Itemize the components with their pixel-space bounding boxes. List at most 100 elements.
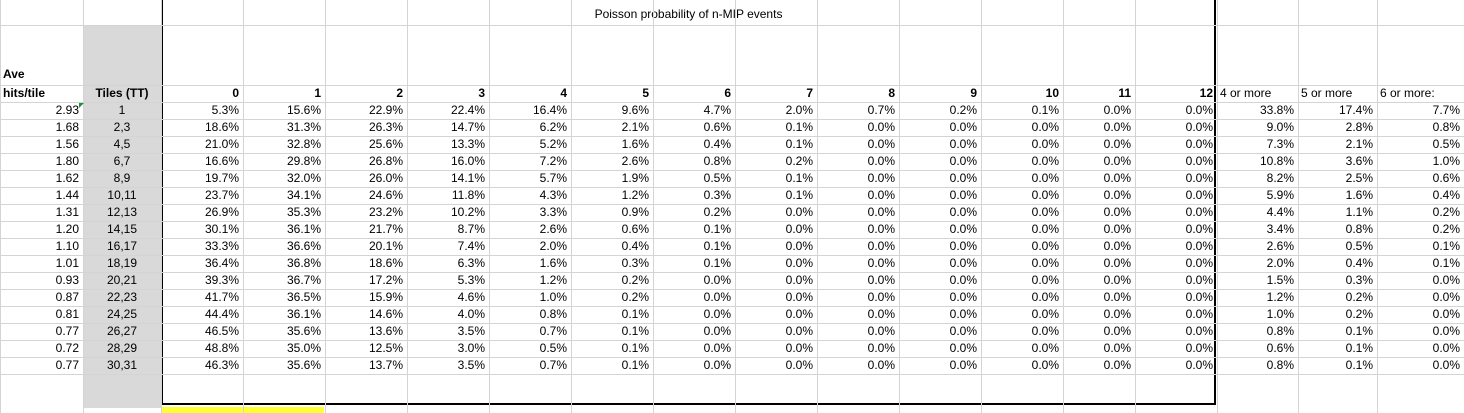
probability-cell[interactable]: 0.0% <box>1031 290 1059 304</box>
column-header-9[interactable]: 9 <box>970 86 977 100</box>
probability-cell[interactable]: 0.0% <box>1031 205 1059 219</box>
probability-cell[interactable]: 0.0% <box>1031 171 1059 185</box>
probability-cell[interactable]: 0.0% <box>1185 120 1213 134</box>
probability-cell[interactable]: 0.0% <box>949 290 977 304</box>
probability-cell[interactable]: 15.9% <box>368 290 403 304</box>
probability-cell[interactable]: 35.0% <box>286 341 321 355</box>
probability-cell[interactable]: 0.3% <box>703 188 731 202</box>
probability-cell[interactable]: 0.0% <box>867 256 895 270</box>
tiles-cell[interactable]: 30,31 <box>106 358 138 372</box>
probability-cell[interactable]: 0.2% <box>621 290 649 304</box>
probability-cell[interactable]: 22.9% <box>368 103 403 117</box>
probability-cell[interactable]: 0.5% <box>703 171 731 185</box>
probability-cell[interactable]: 13.3% <box>450 137 485 151</box>
probability-cell[interactable]: 0.0% <box>949 137 977 151</box>
probability-cell[interactable]: 0.1% <box>785 171 813 185</box>
probability-cell[interactable]: 0.0% <box>1103 154 1131 168</box>
probability-cell[interactable]: 0.4% <box>703 137 731 151</box>
probability-cell[interactable]: 18.6% <box>368 256 403 270</box>
probability-cell[interactable]: 0.1% <box>621 324 649 338</box>
probability-cell[interactable]: 0.1% <box>703 256 731 270</box>
probability-cell[interactable]: 0.0% <box>1185 256 1213 270</box>
probability-cell[interactable]: 0.0% <box>1031 188 1059 202</box>
probability-cell[interactable]: 0.0% <box>1185 188 1213 202</box>
probability-cell[interactable]: 3.5% <box>457 324 485 338</box>
probability-cell[interactable]: 16.4% <box>532 103 567 117</box>
probability-cell[interactable]: 36.5% <box>286 290 321 304</box>
probability-cell[interactable]: 35.3% <box>286 205 321 219</box>
probability-cell[interactable]: 2.0% <box>539 239 567 253</box>
probability-cell[interactable]: 0.1% <box>1345 324 1373 338</box>
probability-cell[interactable]: 0.0% <box>949 222 977 236</box>
probability-cell[interactable]: 8.2% <box>1266 171 1294 185</box>
probability-cell[interactable]: 0.8% <box>1266 358 1294 372</box>
probability-cell[interactable]: 0.4% <box>1345 256 1373 270</box>
probability-cell[interactable]: 0.0% <box>1031 137 1059 151</box>
tiles-cell[interactable]: 12,13 <box>106 205 138 219</box>
ave-hits-cell[interactable]: 0.87 <box>55 290 79 304</box>
ave-hits-cell[interactable]: 1.01 <box>55 256 79 270</box>
probability-cell[interactable]: 36.7% <box>286 273 321 287</box>
probability-cell[interactable]: 0.0% <box>1031 239 1059 253</box>
probability-cell[interactable]: 0.0% <box>867 188 895 202</box>
probability-cell[interactable]: 18.6% <box>204 120 239 134</box>
probability-cell[interactable]: 4.4% <box>1266 205 1294 219</box>
probability-cell[interactable]: 31.3% <box>286 120 321 134</box>
ave-hits-cell[interactable]: 1.20 <box>55 222 79 236</box>
ave-hits-cell[interactable]: 1.10 <box>55 239 79 253</box>
probability-cell[interactable]: 0.0% <box>867 205 895 219</box>
tiles-cell[interactable]: 20,21 <box>106 273 138 287</box>
probability-cell[interactable]: 0.0% <box>1185 341 1213 355</box>
probability-cell[interactable]: 0.7% <box>867 103 895 117</box>
ave-hits-cell[interactable]: 0.93 <box>55 273 79 287</box>
probability-cell[interactable]: 5.2% <box>539 137 567 151</box>
probability-cell[interactable]: 36.8% <box>286 256 321 270</box>
ave-hits-cell[interactable]: 1.31 <box>55 205 79 219</box>
probability-cell[interactable]: 0.8% <box>1266 324 1294 338</box>
probability-cell[interactable]: 2.6% <box>1266 239 1294 253</box>
probability-cell[interactable]: 26.0% <box>368 171 403 185</box>
tiles-cell[interactable]: 8,9 <box>113 171 131 185</box>
probability-cell[interactable]: 2.5% <box>1345 171 1373 185</box>
probability-cell[interactable]: 0.0% <box>1185 137 1213 151</box>
probability-cell[interactable]: 0.5% <box>539 341 567 355</box>
probability-cell[interactable]: 0.0% <box>1103 205 1131 219</box>
probability-cell[interactable]: 15.6% <box>286 103 321 117</box>
probability-cell[interactable]: 0.0% <box>1031 358 1059 372</box>
probability-cell[interactable]: 0.0% <box>1103 222 1131 236</box>
probability-cell[interactable]: 3.6% <box>1345 154 1373 168</box>
ave-header-line1[interactable]: Ave <box>3 67 25 81</box>
probability-cell[interactable]: 2.1% <box>621 120 649 134</box>
column-header-14[interactable]: 5 or more <box>1301 86 1353 100</box>
probability-cell[interactable]: 0.0% <box>1103 273 1131 287</box>
probability-cell[interactable]: 0.0% <box>949 154 977 168</box>
probability-cell[interactable]: 2.6% <box>539 222 567 236</box>
probability-cell[interactable]: 23.7% <box>204 188 239 202</box>
probability-cell[interactable]: 1.2% <box>621 188 649 202</box>
tiles-header[interactable]: Tiles (TT) <box>95 86 149 100</box>
probability-cell[interactable]: 0.0% <box>1185 324 1213 338</box>
probability-cell[interactable]: 0.0% <box>1103 324 1131 338</box>
probability-cell[interactable]: 0.0% <box>949 205 977 219</box>
column-header-15[interactable]: 6 or more: <box>1380 86 1435 100</box>
probability-cell[interactable]: 0.0% <box>1185 358 1213 372</box>
probability-cell[interactable]: 0.7% <box>539 324 567 338</box>
probability-cell[interactable]: 0.8% <box>1345 222 1373 236</box>
probability-cell[interactable]: 0.0% <box>867 120 895 134</box>
probability-cell[interactable]: 0.0% <box>785 239 813 253</box>
probability-cell[interactable]: 5.9% <box>1266 188 1294 202</box>
probability-cell[interactable]: 4.7% <box>703 103 731 117</box>
table-title[interactable]: Poisson probability of n-MIP events <box>594 7 783 21</box>
probability-cell[interactable]: 0.6% <box>703 120 731 134</box>
probability-cell[interactable]: 0.1% <box>1345 341 1373 355</box>
probability-cell[interactable]: 0.1% <box>785 188 813 202</box>
probability-cell[interactable]: 0.5% <box>1345 239 1373 253</box>
tiles-cell[interactable]: 28,29 <box>106 341 138 355</box>
probability-cell[interactable]: 0.0% <box>867 273 895 287</box>
probability-cell[interactable]: 9.0% <box>1266 120 1294 134</box>
probability-cell[interactable]: 1.2% <box>539 273 567 287</box>
probability-cell[interactable]: 0.0% <box>1185 222 1213 236</box>
probability-cell[interactable]: 1.6% <box>539 256 567 270</box>
probability-cell[interactable]: 12.5% <box>368 341 403 355</box>
probability-cell[interactable]: 0.0% <box>1103 171 1131 185</box>
